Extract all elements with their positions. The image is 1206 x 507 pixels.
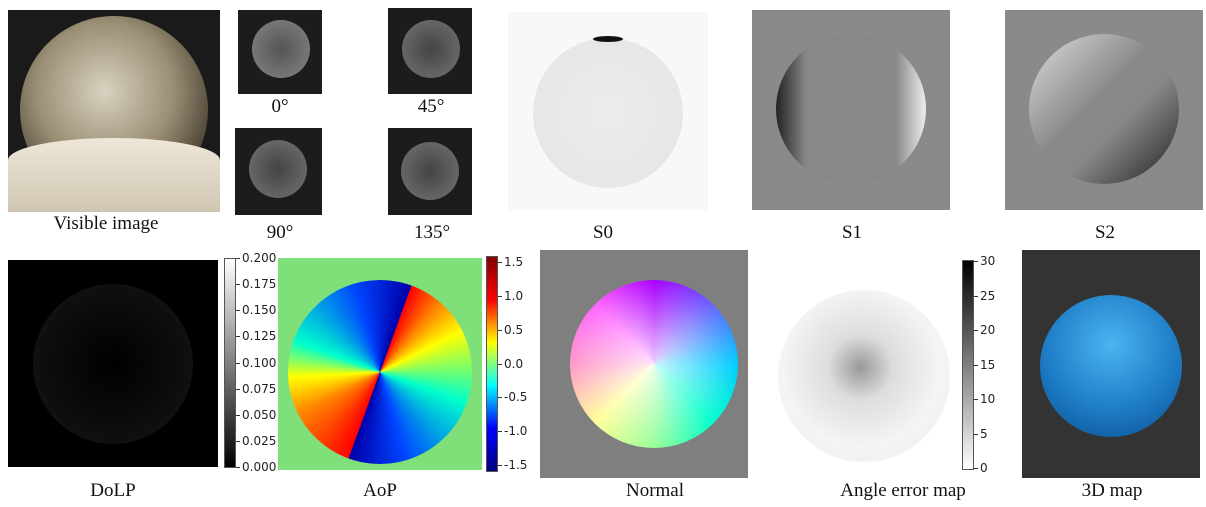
colorbar-tick-label: 0.100 (242, 356, 276, 370)
colorbar-tick (974, 399, 978, 400)
colorbar-tick-label: 1.5 (504, 255, 523, 269)
polar-135 (388, 128, 472, 215)
colorbar-tick (236, 441, 240, 442)
s0-image (508, 12, 708, 210)
dolp-image (8, 260, 218, 467)
panel-label: Normal (626, 480, 684, 502)
colorbar-tick-label: 0.075 (242, 382, 276, 396)
colorbar-tick-label: 0.200 (242, 251, 276, 265)
colorbar-tick-label: 0.150 (242, 303, 276, 317)
figure: Visible image 0° 45° 90° 135° S0 S1 S2 D… (0, 0, 1206, 507)
panel-label: S0 (593, 222, 613, 244)
normal-image (540, 250, 748, 478)
panel-label: 0° (271, 96, 288, 118)
panel-label: 45° (418, 96, 445, 118)
colorbar-tick (498, 397, 502, 398)
panel-label: Visible image (54, 213, 159, 235)
colorbar (962, 260, 974, 470)
colorbar-tick (236, 284, 240, 285)
colorbar-tick (498, 465, 502, 466)
colorbar-tick (236, 467, 240, 468)
colorbar-tick (974, 330, 978, 331)
polar-45 (388, 8, 472, 94)
colorbar-tick (498, 262, 502, 263)
polar-90 (235, 128, 322, 215)
colorbar-tick (498, 296, 502, 297)
colorbar-tick (236, 389, 240, 390)
colorbar-tick (236, 258, 240, 259)
colorbar-tick (974, 365, 978, 366)
colorbar-tick (236, 336, 240, 337)
colorbar (486, 256, 498, 472)
colorbar-tick-label: 0.5 (504, 323, 523, 337)
panel-label: DoLP (90, 480, 135, 502)
colorbar-tick-label: 0.000 (242, 460, 276, 474)
colorbar (224, 258, 236, 468)
colorbar-tick-label: -0.5 (504, 390, 527, 404)
colorbar-tick-label: 0.175 (242, 277, 276, 291)
panel-label: S1 (842, 222, 862, 244)
panel-label: AoP (363, 480, 397, 502)
panel-label: 90° (267, 222, 294, 244)
colorbar-tick-label: 0.0 (504, 357, 523, 371)
colorbar-tick (974, 261, 978, 262)
colorbar-tick (974, 434, 978, 435)
polar-0 (238, 10, 322, 94)
colorbar-tick (974, 468, 978, 469)
aop-image (278, 258, 482, 470)
3d-map-image (1022, 250, 1200, 478)
colorbar-tick-label: 1.0 (504, 289, 523, 303)
colorbar-tick (498, 431, 502, 432)
colorbar-tick-label: 10 (980, 392, 995, 406)
colorbar-tick-label: 0.050 (242, 408, 276, 422)
colorbar-tick-label: -1.5 (504, 458, 527, 472)
s1-image (752, 10, 950, 210)
panel-label: 3D map (1082, 480, 1143, 502)
colorbar-tick-label: 0.125 (242, 329, 276, 343)
colorbar-tick (498, 330, 502, 331)
colorbar-tick-label: 0 (980, 461, 988, 475)
visible-image (8, 10, 220, 212)
panel-label: S2 (1095, 222, 1115, 244)
panel-label: 135° (414, 222, 450, 244)
colorbar-tick-label: 20 (980, 323, 995, 337)
colorbar-tick (498, 364, 502, 365)
colorbar-tick-label: 15 (980, 358, 995, 372)
colorbar-tick (236, 310, 240, 311)
s2-image (1005, 10, 1203, 210)
colorbar-tick-label: -1.0 (504, 424, 527, 438)
colorbar-tick (236, 415, 240, 416)
colorbar-tick-label: 5 (980, 427, 988, 441)
colorbar-tick-label: 0.025 (242, 434, 276, 448)
colorbar-tick-label: 30 (980, 254, 995, 268)
colorbar-tick (974, 296, 978, 297)
panel-label: Angle error map (840, 480, 966, 502)
colorbar-tick-label: 25 (980, 289, 995, 303)
colorbar-tick (236, 363, 240, 364)
angle-error-image (773, 285, 955, 470)
